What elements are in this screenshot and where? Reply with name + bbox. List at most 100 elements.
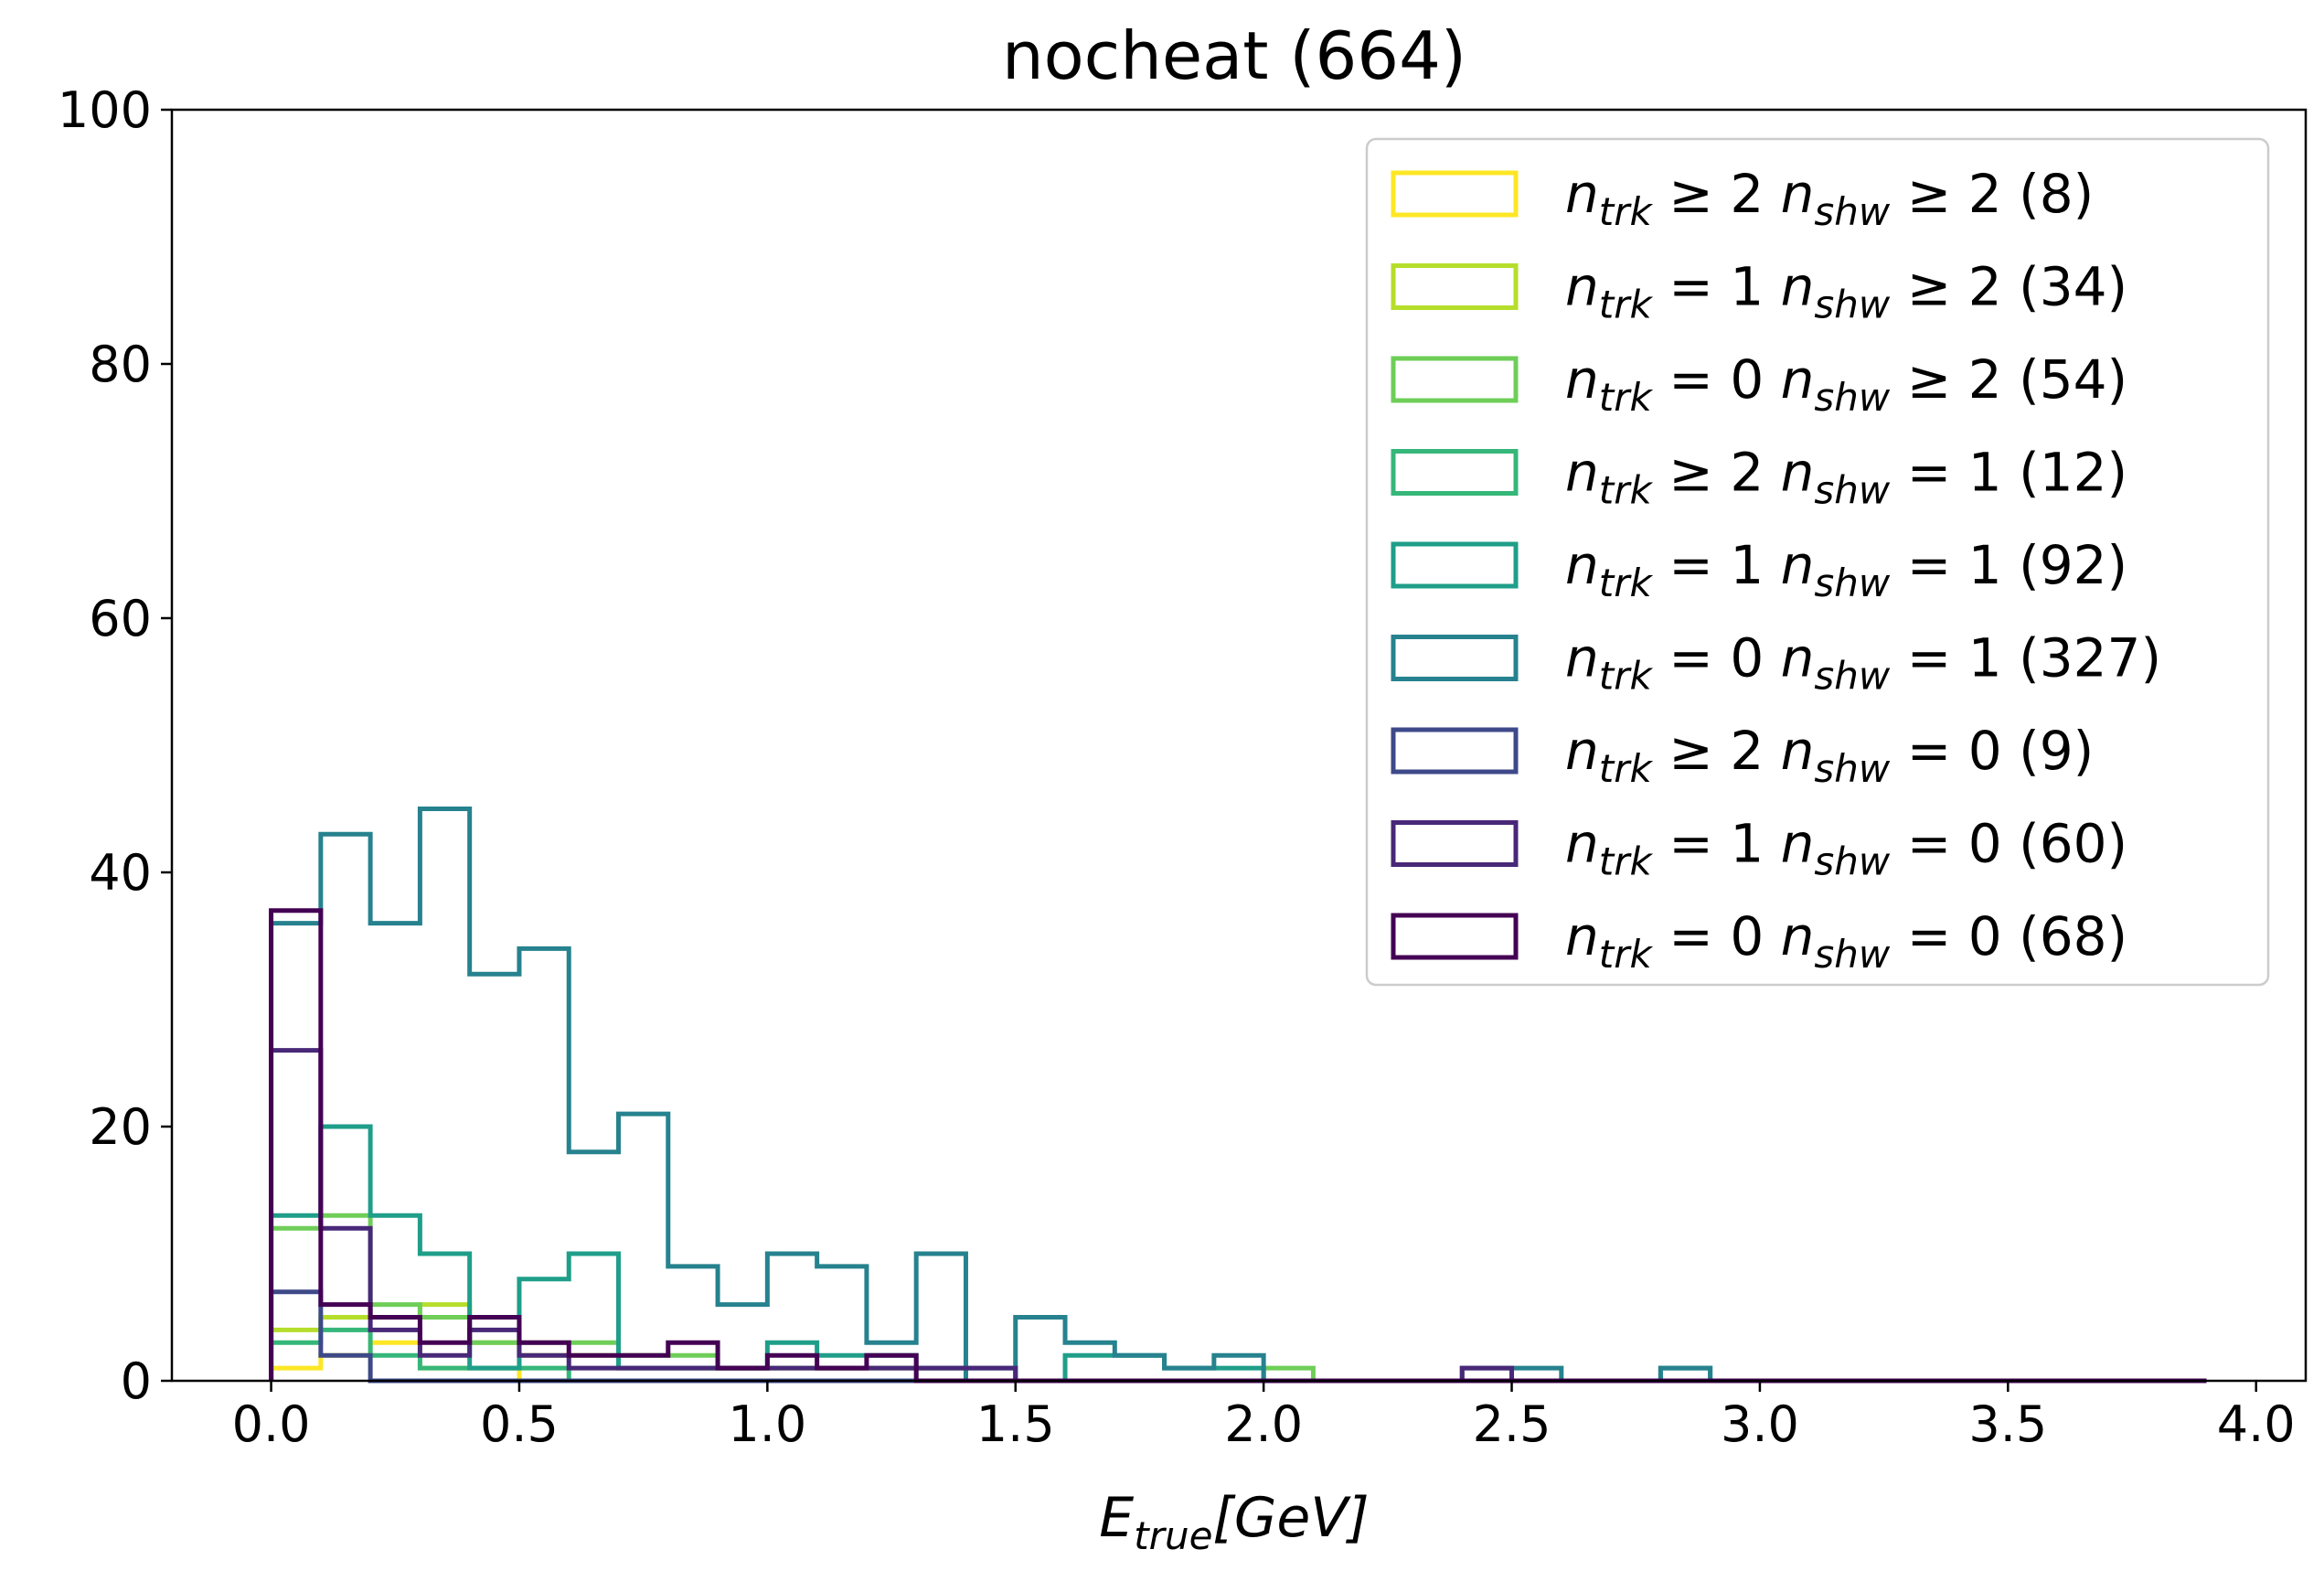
x-tick-label: 3.0 [1721,1395,1799,1453]
legend-subscript: trk [1599,839,1654,884]
legend-trk-op: ≥ [1652,442,1730,504]
legend-trk-val: 2 [1730,720,1780,782]
histogram-series-5 [269,807,2207,1384]
x-tick-label: 1.5 [976,1395,1055,1453]
legend-subscript: trk [1599,375,1654,420]
legend-label: ntrk = 0 nshw ≥ 2 (54) [1565,348,2127,420]
legend-var: n [1565,534,1599,596]
legend-var: n [1565,348,1599,411]
legend-label: ntrk = 0 nshw = 1 (327) [1565,627,2161,699]
legend-subscript: shw [1814,375,1891,420]
legend-var: n [1565,720,1599,782]
legend-var: n [1781,256,1815,318]
legend-var: n [1565,163,1599,225]
plot-area [170,108,2308,1384]
legend-subscript: shw [1814,932,1891,977]
axes-frame [170,108,2308,1383]
y-tick-label: 0 [121,1352,152,1410]
legend-shw-val: 0 [1968,720,2019,782]
legend-subscript: shw [1814,561,1891,605]
legend-subscript: shw [1814,189,1891,234]
legend-var: n [1781,627,1815,689]
legend-count: (34) [2019,256,2127,318]
legend-swatch [1391,541,1519,589]
legend-count: (12) [2019,442,2127,504]
legend-var: n [1781,348,1815,411]
legend-subscript: trk [1599,468,1654,513]
legend-subscript: shw [1814,746,1891,791]
legend-shw-val: 2 [1968,348,2019,411]
legend-shw-val: 1 [1968,627,2019,689]
legend-trk-op: = [1652,627,1730,689]
legend-entry: ntrk = 1 nshw ≥ 2 (34) [1391,256,2127,327]
x-tick-label: 4.0 [2217,1395,2296,1453]
y-tick-label: 100 [58,81,152,139]
legend-count: (92) [2019,534,2127,596]
x-tick-label: 3.5 [1968,1395,2047,1453]
legend-subscript: trk [1599,561,1654,605]
legend-swatch [1391,727,1519,775]
legend-trk-val: 0 [1730,627,1780,689]
legend-swatch [1391,820,1519,867]
legend-var: n [1565,905,1599,967]
legend-var: n [1781,720,1815,782]
legend-trk-val: 0 [1730,348,1780,411]
legend-shw-op: = [1890,534,1967,596]
legend-swatch [1391,913,1519,960]
legend-subscript: trk [1599,283,1654,327]
y-axis-ticks: 0 20 40 60 80 100 [58,81,172,1410]
legend-count: (60) [2019,813,2127,875]
legend-count: (54) [2019,348,2127,411]
legend-entry: ntrk = 1 nshw = 1 (92) [1391,534,2127,605]
legend-label: ntrk ≥ 2 nshw ≥ 2 (8) [1565,163,2094,234]
y-tick-label: 80 [89,336,152,393]
legend-entry: ntrk = 1 nshw = 0 (60) [1391,813,2127,884]
legend-var: n [1781,163,1815,225]
legend-trk-val: 2 [1730,442,1780,504]
legend-shw-op: ≥ [1890,256,1967,318]
legend-swatch [1391,356,1519,403]
legend-label: ntrk = 1 nshw = 1 (92) [1565,534,2127,605]
x-tick-label: 2.0 [1224,1395,1303,1453]
legend-label: ntrk = 1 nshw = 0 (60) [1565,813,2127,884]
legend-trk-op: ≥ [1652,163,1730,225]
legend-trk-op: = [1652,348,1730,411]
legend-entry: ntrk = 0 nshw = 1 (327) [1391,627,2161,699]
legend-var: n [1565,442,1599,504]
legend-subscript: trk [1599,654,1654,699]
x-axis-label-rest: [GeV] [1212,1486,1369,1550]
legend-count: (8) [2019,163,2094,225]
x-axis-label-sub: true [1134,1513,1212,1558]
legend-trk-op: = [1652,256,1730,318]
legend-entries: ntrk ≥ 2 nshw ≥ 2 (8)ntrk = 1 nshw ≥ 2 (… [1391,163,2161,977]
legend-var: n [1565,627,1599,689]
legend-frame [1365,137,2270,987]
y-tick-label: 60 [89,590,152,647]
legend: ntrk ≥ 2 nshw ≥ 2 (8)ntrk = 1 nshw ≥ 2 (… [1365,137,2270,987]
legend-subscript: shw [1814,468,1891,513]
legend-label: ntrk ≥ 2 nshw = 1 (12) [1565,442,2127,513]
x-tick-label: 0.5 [480,1395,559,1453]
legend-shw-val: 0 [1968,905,2019,967]
legend-trk-val: 1 [1730,256,1780,318]
legend-shw-val: 0 [1968,813,2019,875]
legend-trk-val: 0 [1730,905,1780,967]
legend-shw-val: 2 [1968,256,2019,318]
legend-shw-op: = [1890,905,1967,967]
legend-subscript: shw [1814,839,1891,884]
legend-shw-op: = [1890,813,1967,875]
legend-swatch [1391,170,1519,218]
legend-entry: ntrk ≥ 2 nshw = 1 (12) [1391,442,2127,513]
x-axis-label-main: E [1099,1486,1134,1550]
legend-subscript: shw [1814,283,1891,327]
legend-subscript: trk [1599,746,1654,791]
legend-entry: ntrk ≥ 2 nshw = 0 (9) [1391,720,2094,791]
legend-entry: ntrk ≥ 2 nshw ≥ 2 (8) [1391,163,2094,234]
legend-var: n [1781,442,1815,504]
legend-swatch [1391,449,1519,496]
legend-subscript: shw [1814,654,1891,699]
x-tick-label: 0.0 [232,1395,311,1453]
legend-shw-val: 1 [1968,442,2019,504]
